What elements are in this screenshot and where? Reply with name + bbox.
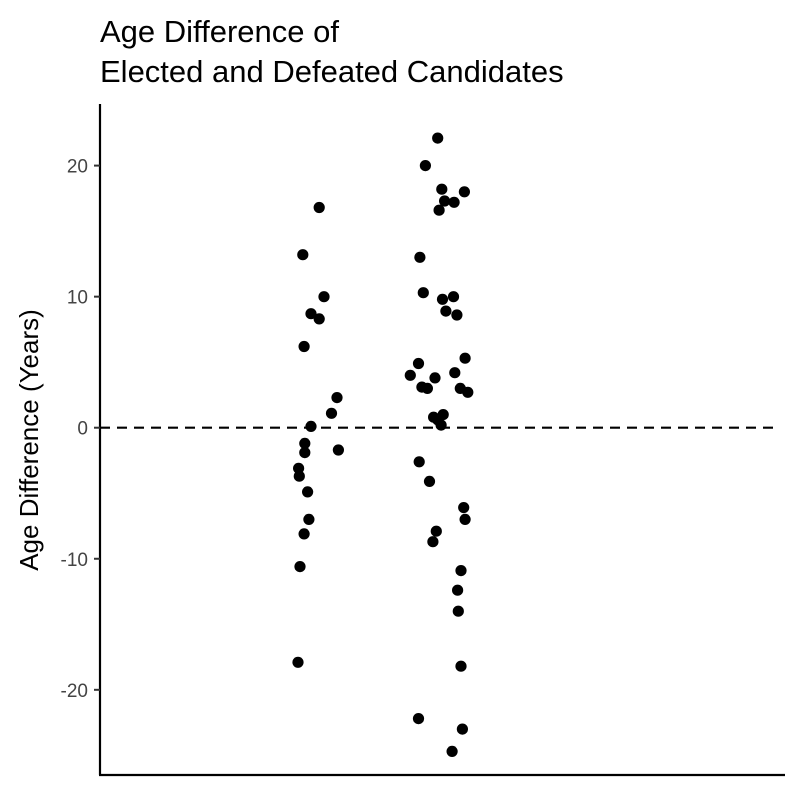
data-point [302,486,314,498]
data-point [455,660,467,672]
data-point [298,528,310,540]
data-point [448,196,460,208]
data-point [447,291,460,303]
chart-title: Age Difference of Elected and Defeated C… [100,12,780,92]
data-point [412,713,425,725]
data-point [305,420,317,432]
data-point [435,419,447,431]
data-point [294,561,306,573]
data-point [305,308,317,320]
data-point [436,293,449,305]
data-point [449,367,461,379]
data-point [458,502,470,514]
data-point [293,470,305,482]
data-point [417,287,429,299]
y-tick-label: 0 [77,419,88,440]
y-tick-label: 10 [67,288,88,309]
data-point [331,392,343,404]
data-point [299,437,311,449]
data-point [433,204,445,216]
data-point [313,313,325,325]
data-point [437,409,449,421]
data-point [462,386,474,398]
data-point [404,369,416,381]
data-point [421,382,433,394]
data-point [423,475,436,487]
data-point [299,447,311,459]
data-point [451,309,463,321]
data-point [332,444,344,456]
plot-area: -20 -10 0 10 20 [61,104,785,777]
data-point [427,536,439,548]
data-point [459,513,471,526]
data-point [439,195,451,207]
data-point [325,407,338,419]
data-point [452,605,464,617]
data-point [432,132,444,144]
y-tick-label: 20 [67,157,88,178]
data-point [458,186,470,198]
data-point [440,305,452,317]
y-tick-label: -10 [61,550,88,571]
chart-title-line-2: Elected and Defeated Candidates [100,54,564,89]
data-point [414,251,426,263]
data-point [429,372,441,384]
data-point [455,565,467,577]
data-point [456,723,468,735]
data-point [303,513,315,526]
data-point [412,357,425,370]
data-point [419,160,431,172]
data-point [413,456,425,468]
data-point [297,249,309,261]
data-points [292,132,474,758]
data-point [298,340,310,353]
data-point [318,291,330,303]
data-point [430,525,442,537]
y-tick-label: -20 [61,681,88,702]
data-point [459,352,471,364]
y-axis-title: Age Difference (Years) [14,309,44,571]
y-axis-ticks: -20 -10 0 10 20 [61,157,100,702]
data-point [452,584,464,596]
data-point [436,183,448,195]
chart-title-line-1: Age Difference of [100,14,339,49]
data-point [446,745,458,758]
data-point [292,656,304,668]
data-point [313,201,325,214]
